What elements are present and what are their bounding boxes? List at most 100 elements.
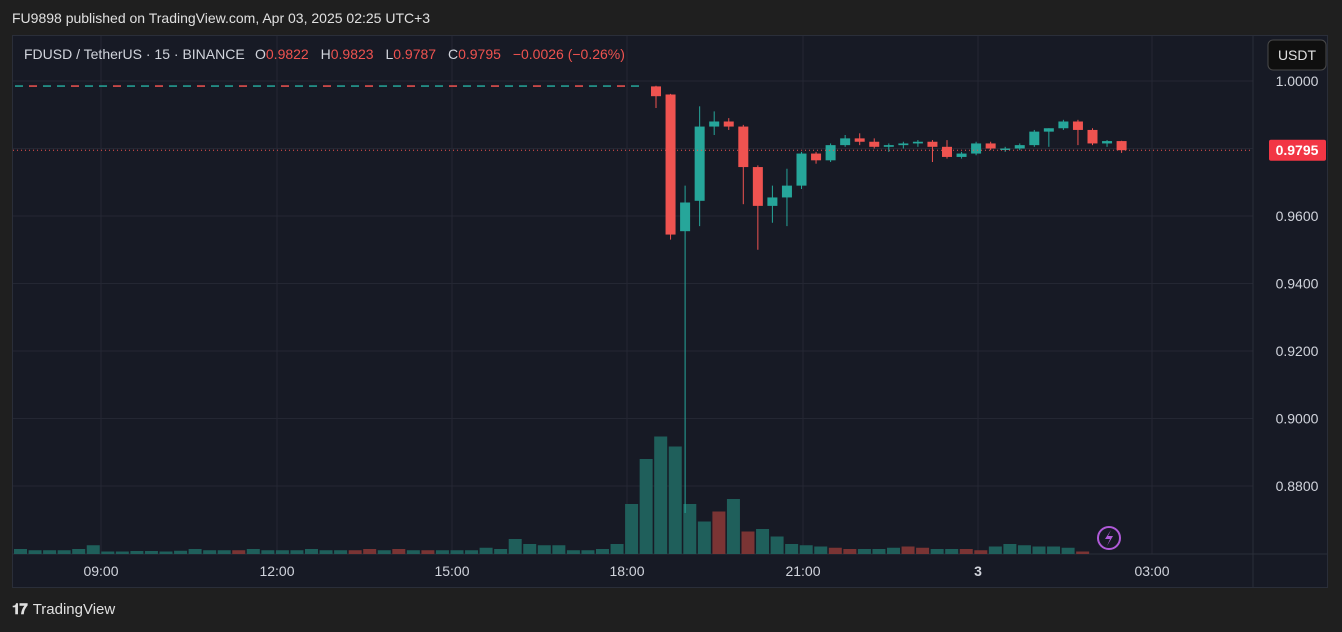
volume-bar xyxy=(392,549,406,554)
candle xyxy=(781,168,792,227)
time-tick-label: 09:00 xyxy=(83,563,118,579)
tradingview-logo-icon[interactable]: 𝟏𝟕 xyxy=(12,601,28,618)
volume-bar xyxy=(916,547,930,554)
chart-panel[interactable]: 1.0000 0.9600 0.9400 0.9200 0.9000 0.8800 09:… xyxy=(12,35,1328,588)
legend-l-value: 0.9787 xyxy=(393,46,436,62)
candle-body xyxy=(796,153,807,186)
candle-body xyxy=(781,185,792,198)
candle xyxy=(723,118,734,130)
price-tick-label: 0.9400 xyxy=(1276,276,1319,292)
volume-bar xyxy=(14,549,27,554)
volume-bar xyxy=(785,544,799,554)
volume-bar xyxy=(930,549,944,554)
candle xyxy=(767,185,778,223)
volume-bar xyxy=(130,551,144,554)
candle xyxy=(942,140,952,159)
volume-bar xyxy=(188,549,202,554)
candlestick-chart[interactable]: 1.0000 0.9600 0.9400 0.9200 0.9000 0.8800 09:… xyxy=(13,36,1328,588)
volume-bar xyxy=(363,549,377,554)
candle xyxy=(985,141,996,151)
time-axis: 09:00 12:00 15:00 18:00 21:00 3 03:00 xyxy=(83,563,1169,579)
legend-o-label: O xyxy=(255,46,266,62)
candle-body xyxy=(1029,131,1040,146)
last-price-label: 0.9795 xyxy=(1276,142,1319,158)
price-tick-label: 0.9600 xyxy=(1276,208,1319,224)
legend-h-label: H xyxy=(321,46,331,62)
legend-symbol[interactable]: FDUSD / TetherUS · 15 · BINANCE xyxy=(24,46,245,62)
volume-bar xyxy=(1017,545,1031,554)
volume-bar xyxy=(203,550,217,554)
volume-bar xyxy=(974,550,988,554)
legend-l-label: L xyxy=(385,46,393,62)
candle xyxy=(752,165,763,250)
volume-bar xyxy=(741,531,755,554)
volume-bar xyxy=(232,550,246,554)
candle xyxy=(956,151,967,159)
lightning-icon[interactable] xyxy=(1097,526,1121,550)
price-axis: 1.0000 0.9600 0.9400 0.9200 0.9000 0.8800 xyxy=(1276,73,1319,494)
price-tick-label: 0.8800 xyxy=(1276,478,1319,494)
volume-bar xyxy=(101,551,115,554)
candle xyxy=(1043,128,1054,147)
time-tick-label: 21:00 xyxy=(785,563,820,579)
candle xyxy=(680,185,691,513)
volume-bar xyxy=(508,539,522,554)
candle-body xyxy=(898,143,909,146)
price-tick-label: 0.9200 xyxy=(1276,343,1319,359)
footer: 𝟏𝟕 TradingView xyxy=(12,601,115,618)
candle xyxy=(665,93,676,240)
volume-bar xyxy=(988,546,1002,554)
volume-bar xyxy=(596,549,609,554)
volume-bar xyxy=(450,550,464,554)
candle xyxy=(709,111,720,135)
candle-body xyxy=(1043,128,1054,132)
volume-bar xyxy=(406,550,420,554)
volume-bar xyxy=(435,550,449,554)
footer-brand[interactable]: TradingView xyxy=(32,601,116,618)
candle-body xyxy=(985,143,996,149)
currency-button-label[interactable]: USDT xyxy=(1278,47,1317,63)
candle xyxy=(825,143,836,162)
candle-body xyxy=(694,126,705,201)
legend-c-value: 0.9795 xyxy=(458,46,501,62)
candle xyxy=(854,133,865,146)
candle-body xyxy=(912,141,923,144)
candle-body xyxy=(811,153,822,161)
candle xyxy=(1029,129,1040,147)
volume-bar xyxy=(43,550,57,554)
volume-bar xyxy=(115,551,129,554)
candle xyxy=(796,151,807,189)
candles xyxy=(651,85,1127,513)
legend-change: −0.0026 (−0.26%) xyxy=(513,46,625,62)
candle xyxy=(694,106,705,227)
volume-bar xyxy=(174,550,188,554)
candle-body xyxy=(825,145,836,161)
last-price-tag: 0.9795 xyxy=(1269,139,1326,161)
candle xyxy=(840,135,851,147)
candle xyxy=(912,140,923,147)
volume-bar xyxy=(857,549,871,554)
volume-bar xyxy=(581,550,595,554)
candle-body xyxy=(665,94,676,235)
candle-body xyxy=(738,126,749,168)
volume-bar xyxy=(697,521,711,554)
volume-bar xyxy=(261,550,275,554)
time-tick-label: 12:00 xyxy=(259,563,294,579)
volume-bar xyxy=(1076,551,1090,554)
candle xyxy=(1116,140,1127,153)
volume-bar xyxy=(712,511,726,554)
volume-bar xyxy=(159,551,173,554)
candle-body xyxy=(927,141,938,147)
candle-body xyxy=(680,202,691,232)
volume-bar xyxy=(72,549,86,554)
candle-body xyxy=(1102,141,1113,144)
volume-bar xyxy=(465,550,479,554)
candle xyxy=(1072,119,1083,146)
volume-bar xyxy=(887,547,900,554)
volume-bar xyxy=(683,504,697,554)
volume-bar xyxy=(639,459,653,554)
price-tick-label: 0.9000 xyxy=(1276,411,1319,427)
currency-button[interactable]: USDT xyxy=(1267,39,1327,71)
candle-body xyxy=(1000,148,1011,150)
price-tick-label: 1.0000 xyxy=(1276,73,1319,89)
